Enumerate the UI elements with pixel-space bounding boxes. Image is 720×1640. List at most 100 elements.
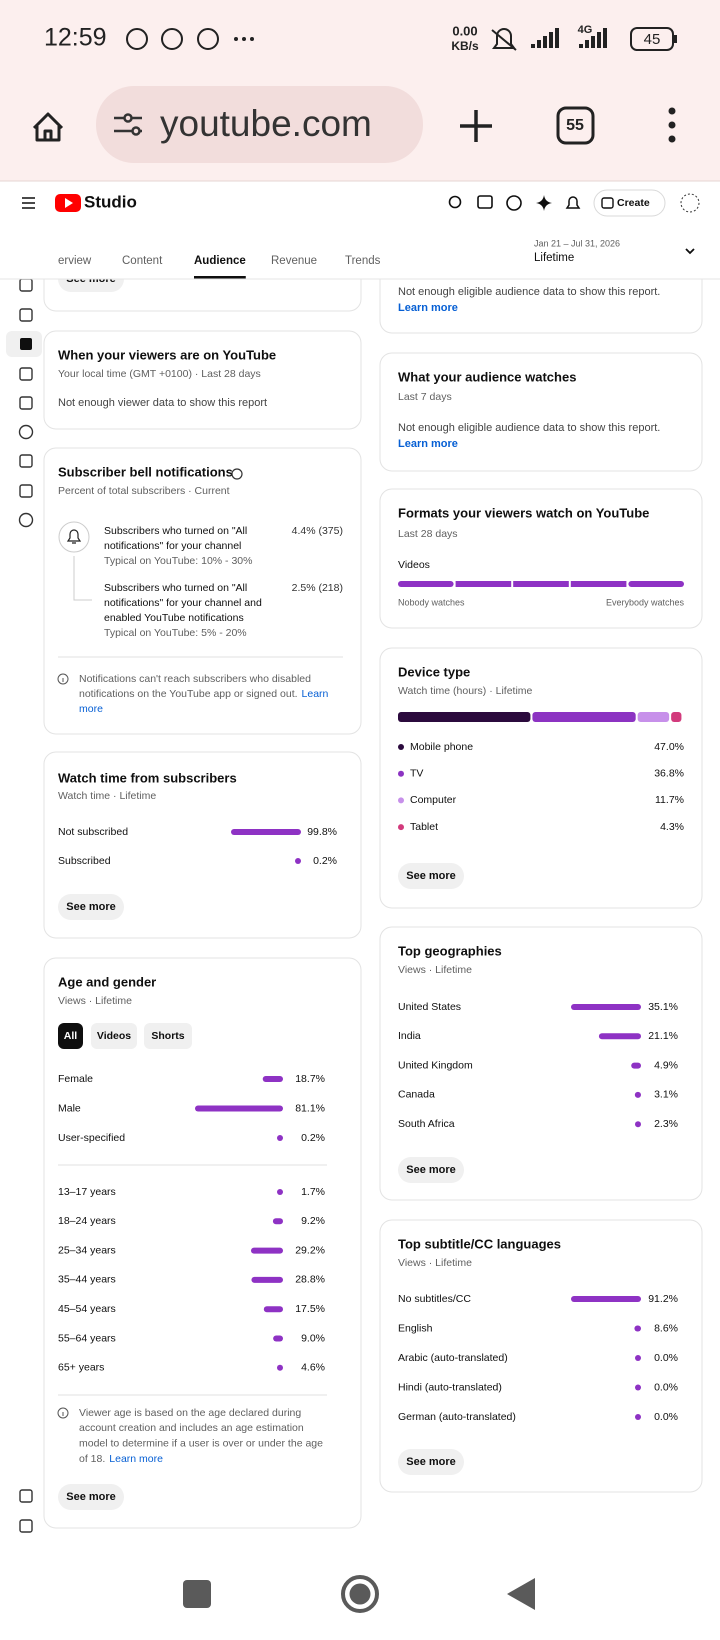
device-value: 47.0%: [654, 741, 684, 753]
row-value: 81.1%: [295, 1102, 325, 1114]
row-label: 35–44 years: [58, 1274, 116, 1286]
note: model to determine if a user is over or …: [79, 1437, 323, 1449]
bar: [251, 1276, 283, 1283]
rail-icon[interactable]: [19, 396, 33, 410]
help-icon[interactable]: [506, 195, 522, 211]
filter-chip-label[interactable]: All: [64, 1030, 78, 1042]
learn-more-link[interactable]: more: [79, 703, 103, 715]
see-more-button[interactable]: See more: [406, 1164, 456, 1176]
menu-dot[interactable]: [668, 121, 676, 129]
card: [43, 447, 362, 735]
battery-level: 45: [644, 31, 661, 48]
search-icon[interactable]: [448, 195, 462, 209]
learn-more-link[interactable]: Learn more: [398, 302, 458, 314]
period-dropdown[interactable]: [685, 248, 695, 255]
url-text[interactable]: youtube.com: [160, 103, 372, 144]
bar: [635, 1355, 641, 1361]
rail-icon[interactable]: [19, 367, 33, 381]
url-bar[interactable]: [96, 86, 423, 163]
site-settings-icon: [114, 116, 142, 133]
filter-chip[interactable]: [58, 1023, 83, 1049]
card-subtitle: Watch time (hours) · Lifetime: [398, 685, 533, 697]
tab[interactable]: erview: [58, 255, 92, 267]
rail-icon[interactable]: [19, 1519, 33, 1533]
tab[interactable]: Audience: [194, 255, 246, 267]
tab-switcher[interactable]: [556, 106, 595, 145]
menu-dot[interactable]: [668, 107, 676, 115]
signal-bar: [555, 28, 559, 48]
device-label: Computer: [410, 794, 457, 806]
back-button[interactable]: [507, 1578, 535, 1610]
rail-icon[interactable]: [19, 454, 33, 468]
device-label: Tablet: [410, 821, 438, 833]
rail-icon[interactable]: [19, 308, 33, 322]
row-label: Subscribed: [58, 855, 111, 867]
button-bg[interactable]: [398, 1449, 464, 1475]
legend-dot: [398, 744, 404, 750]
notification-icon: [126, 28, 148, 50]
create-button[interactable]: [593, 189, 666, 217]
button-bg[interactable]: [58, 894, 124, 920]
menu-dot[interactable]: [668, 135, 676, 143]
row-value: 99.8%: [307, 826, 337, 838]
see-more-button[interactable]: See more: [66, 1491, 116, 1503]
row-label: Female: [58, 1073, 93, 1085]
tab[interactable]: Revenue: [271, 255, 317, 267]
menu-button[interactable]: [22, 197, 35, 209]
learn-more-link[interactable]: Learn more: [109, 1453, 163, 1465]
bar: [571, 1004, 641, 1010]
rail-icon[interactable]: [19, 1489, 33, 1503]
card: [43, 957, 362, 1529]
row-label: Not subscribed: [58, 826, 128, 838]
button-bg[interactable]: [398, 1157, 464, 1183]
bar: [295, 858, 301, 864]
tab[interactable]: Content: [122, 255, 163, 267]
battery-tip: [674, 35, 677, 43]
row-value: 4.6%: [301, 1362, 325, 1374]
note: account creation and includes an age est…: [79, 1422, 304, 1434]
learn-more-link[interactable]: Learn: [302, 688, 329, 700]
bar: [634, 1325, 641, 1332]
new-tab-button[interactable]: [460, 110, 492, 142]
card-title: When your viewers are on YouTube: [58, 347, 276, 362]
bell-icon: [66, 529, 82, 544]
notifications-icon[interactable]: [565, 196, 581, 209]
home-nav-button[interactable]: [341, 1575, 379, 1613]
row-label: 25–34 years: [58, 1244, 116, 1256]
signal-bar: [597, 32, 601, 48]
ai-icon[interactable]: [536, 195, 552, 211]
button-bg[interactable]: [58, 1484, 124, 1510]
learn-more-link[interactable]: Learn more: [398, 438, 458, 450]
bell-value: 2.5% (218): [292, 582, 343, 594]
see-more-button[interactable]: See more: [406, 870, 456, 882]
tab[interactable]: Trends: [345, 255, 381, 267]
signal-bar: [537, 40, 541, 48]
comments-icon[interactable]: [477, 195, 493, 209]
bar: [635, 1414, 641, 1420]
recents-button[interactable]: [183, 1580, 211, 1608]
legend-dot: [398, 824, 404, 831]
rail-icon[interactable]: [18, 512, 34, 528]
rail-icon[interactable]: [20, 338, 32, 350]
filter-chip[interactable]: [144, 1023, 192, 1049]
button-bg[interactable]: [398, 863, 464, 889]
see-more-button[interactable]: See more: [406, 1456, 456, 1468]
row-value: 0.0%: [654, 1381, 678, 1393]
filter-chip-label[interactable]: Shorts: [151, 1030, 184, 1042]
row-label: English: [398, 1322, 433, 1334]
tab-count[interactable]: 55: [566, 117, 584, 134]
row-value: 0.0%: [654, 1411, 678, 1423]
device-segment: [637, 712, 670, 722]
filter-chip-label[interactable]: Videos: [97, 1030, 131, 1042]
filter-chip[interactable]: [91, 1023, 137, 1049]
home-button[interactable]: [32, 112, 64, 142]
account-avatar[interactable]: [680, 193, 700, 213]
bar: [635, 1384, 641, 1391]
note: Viewer age is based on the age declared …: [79, 1407, 301, 1419]
create-label[interactable]: Create: [617, 197, 650, 209]
rail-icon[interactable]: [18, 424, 34, 440]
signal-bar: [585, 40, 589, 48]
period[interactable]: Lifetime: [534, 252, 574, 264]
rail-icon[interactable]: [19, 484, 33, 498]
see-more-button[interactable]: See more: [66, 901, 116, 913]
